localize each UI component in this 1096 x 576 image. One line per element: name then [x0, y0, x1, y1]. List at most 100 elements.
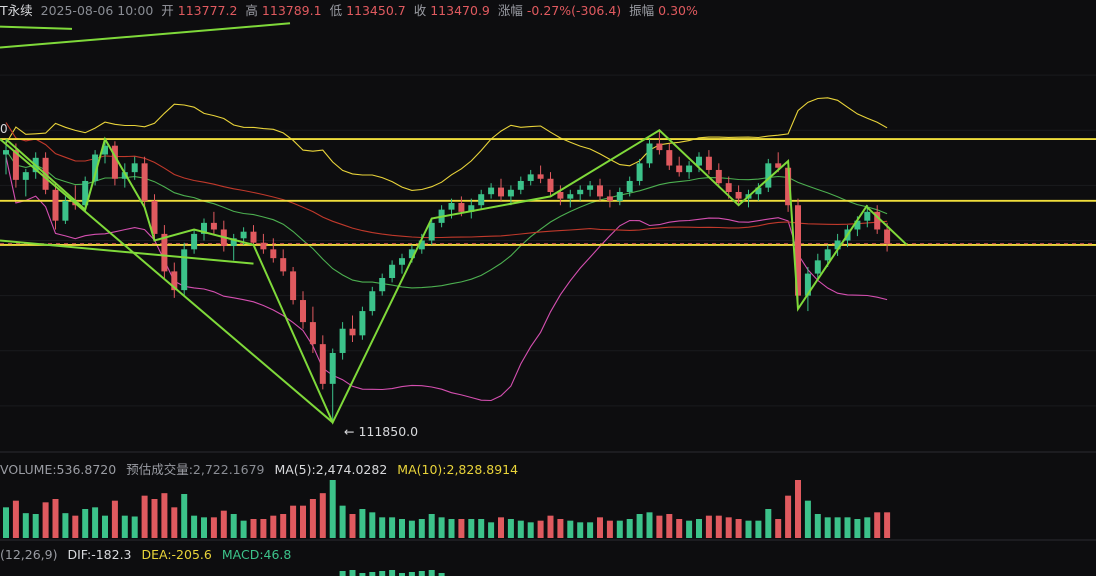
candle-body [715, 169, 722, 184]
volume-bar [389, 517, 396, 538]
candle-body [626, 180, 633, 192]
candle-body [735, 192, 742, 199]
macd-bar [438, 573, 445, 576]
candle-body [884, 229, 891, 244]
volume-bar [309, 499, 316, 538]
volume-bar [478, 519, 485, 538]
macd-bar [379, 571, 386, 576]
candle-body [616, 192, 623, 201]
candle-body [676, 165, 683, 173]
candle-body [379, 278, 386, 292]
close-label: 收 [413, 3, 427, 18]
candle-body [804, 273, 811, 296]
volume-bar [3, 507, 9, 538]
volume-bar [12, 500, 19, 538]
volume-bar [745, 520, 752, 538]
volume-bar [834, 517, 841, 538]
high-value: 113789.1 [261, 3, 322, 18]
low-value: 113450.7 [346, 3, 406, 18]
change-value: -0.27%(-306.4) [526, 3, 622, 18]
candle-body [597, 185, 603, 197]
candle-body [349, 328, 356, 336]
volume-bar [656, 515, 663, 538]
candle-body [458, 203, 465, 212]
volume-bar [290, 505, 297, 538]
volume-bar [686, 520, 693, 538]
volume-bar [498, 517, 504, 538]
volume-bar [844, 517, 851, 538]
volume-bar [676, 519, 683, 538]
trend-lines [0, 22, 908, 425]
candle-body [389, 264, 396, 278]
low-label: 低 [329, 3, 343, 18]
candle-body [636, 163, 643, 181]
close-value: 113470.9 [430, 3, 490, 18]
volume-bar [141, 495, 148, 538]
volume-bar [527, 522, 534, 538]
candle-body [240, 231, 247, 239]
amplitude-label: 振幅 [629, 3, 655, 18]
macd-bar [408, 572, 415, 576]
volume-bar [696, 519, 702, 538]
volume-bar [230, 514, 237, 538]
volume-bar [755, 520, 762, 538]
volume-bar [22, 513, 29, 538]
macd-dea: DEA:-205.6 [141, 547, 212, 562]
candle-body [468, 205, 475, 212]
candle-body [448, 203, 455, 210]
candle-body [131, 163, 138, 173]
volume-bar [300, 505, 306, 538]
candle-body [52, 189, 59, 221]
volume-bar [161, 493, 168, 538]
macd-bar [389, 570, 396, 576]
volume-bar [408, 520, 415, 538]
volume-bar [329, 480, 336, 538]
volume-bar [735, 519, 742, 538]
candle-body [755, 187, 762, 195]
candle-body [309, 322, 316, 345]
candle-body [507, 189, 514, 197]
candle-body [646, 143, 653, 164]
macd-bars [339, 570, 445, 576]
candle-body [82, 180, 89, 206]
macd-bar [428, 570, 435, 576]
volume-bar [201, 517, 207, 538]
volume-bar [824, 517, 831, 538]
bollinger-bands [5, 97, 888, 402]
amplitude-value: 0.30% [658, 3, 698, 18]
macd-params: (12,26,9) [0, 547, 58, 562]
volume-bar [220, 510, 227, 538]
left-price-label: 0 [0, 122, 8, 136]
volume-bar [399, 519, 405, 538]
volume-bar [616, 520, 623, 538]
volume-bar [280, 514, 287, 538]
candle-body [814, 260, 821, 274]
candles [3, 130, 891, 423]
volume-bar [72, 515, 79, 538]
downtrend-line [0, 138, 334, 424]
volume-bar [468, 519, 475, 538]
volume-bar [250, 519, 257, 538]
volume-bar [458, 519, 465, 538]
macd-value: MACD:46.8 [221, 547, 292, 562]
candle-body [854, 220, 861, 230]
candle-body [705, 156, 712, 170]
volume-bar [715, 515, 722, 538]
volume-bar [379, 517, 386, 538]
volume-bar [864, 517, 871, 538]
candle-body [428, 222, 435, 241]
candle-body [300, 300, 306, 323]
high-label: 高 [245, 3, 258, 18]
volume-bar [854, 519, 861, 538]
volume-bar [428, 514, 435, 538]
volume-bar [82, 509, 89, 538]
candle-body [369, 291, 376, 312]
volume-bar [102, 515, 108, 538]
candle-body [280, 258, 287, 272]
candle-body [537, 174, 544, 179]
volume-bar [814, 514, 821, 538]
candle-body [557, 192, 564, 199]
open-label: 开 [161, 3, 174, 18]
candle-body [201, 222, 207, 234]
